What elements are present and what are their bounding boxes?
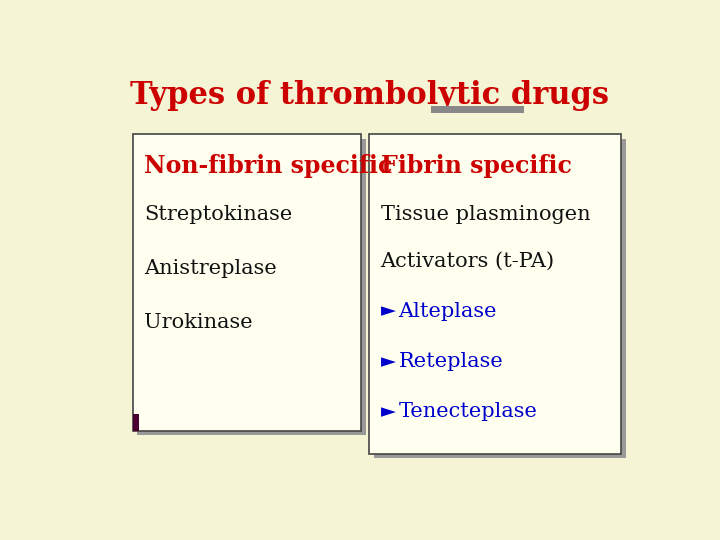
Text: Tissue plasminogen: Tissue plasminogen [381,205,590,225]
Text: Urokinase: Urokinase [144,313,253,332]
Text: ►: ► [381,402,395,421]
Text: Fibrin specific: Fibrin specific [381,154,572,178]
Text: Streptokinase: Streptokinase [144,205,292,225]
Bar [132,414,139,430]
Bar [431,106,524,112]
Bar [138,139,366,435]
Text: Tenecteplase: Tenecteplase [398,402,537,421]
Text: Non-fibrin specific: Non-fibrin specific [144,154,392,178]
Text: ►: ► [381,302,395,321]
Bar [374,139,626,458]
Text: Anistreplase: Anistreplase [144,259,277,278]
Bar [369,134,621,454]
Text: ►: ► [381,352,395,371]
Text: Types of thrombolytic drugs: Types of thrombolytic drugs [130,80,608,111]
Text: Reteplase: Reteplase [398,352,503,371]
Text: Activators (t-PA): Activators (t-PA) [381,252,554,271]
Bar [132,134,361,430]
Text: Alteplase: Alteplase [398,302,497,321]
